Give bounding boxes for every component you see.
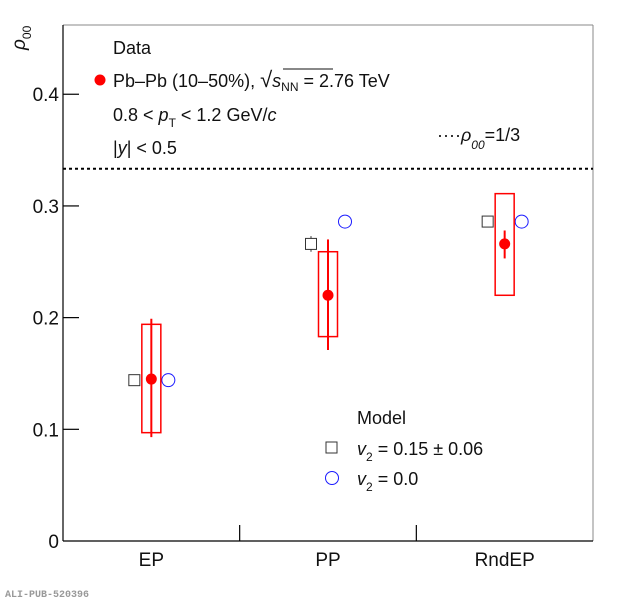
data-legend-marker (94, 74, 106, 86)
model-legend-entry-v2-0: v2 = 0.0 (357, 469, 418, 494)
data-marks (128, 192, 529, 438)
watermark: ALI-PUB-520396 (5, 590, 89, 601)
model-legend-heading: Model (357, 408, 406, 428)
data-point (499, 238, 511, 250)
x-tick-label: RndEP (475, 550, 535, 571)
data-point (322, 289, 334, 301)
x-categories: EP PP RndEP (139, 525, 535, 571)
y-ticks: 0 0.1 0.2 0.3 0.4 (33, 85, 79, 553)
x-tick-label: PP (315, 550, 340, 571)
data-legend-heading: Data (113, 38, 152, 58)
data-legend: Data Pb–Pb (10–50%), √sNN = 2.76 TeV 0.8… (94, 38, 390, 158)
model-square-point (481, 215, 494, 228)
reference-line-label: ····ρ00=1/3 (437, 125, 520, 152)
x-tick-label: EP (139, 550, 164, 571)
y-tick-label: 0.1 (33, 420, 59, 441)
y-tick-label: 0.2 (33, 309, 59, 330)
model-legend-square-marker (325, 441, 338, 454)
model-circle-point (514, 214, 529, 229)
model-legend-entry-v2-015: v2 = 0.15 ± 0.06 (357, 439, 483, 464)
model-square-point (305, 237, 317, 250)
y-tick-label: 0 (48, 532, 59, 553)
model-legend: Model v2 = 0.15 ± 0.06 v2 = 0.0 (325, 408, 483, 494)
data-legend-entry: Pb–Pb (10–50%), √sNN = 2.76 TeV (113, 67, 390, 94)
data-legend-pt-range: 0.8 < pT < 1.2 GeV/c (113, 105, 276, 130)
model-square-point (128, 374, 141, 387)
model-circle-point (161, 373, 176, 388)
y-axis-label: ρ00 (9, 25, 34, 51)
y-tick-label: 0.4 (33, 85, 60, 106)
model-legend-circle-marker (325, 471, 339, 485)
data-legend-rapidity: |y| < 0.5 (113, 138, 177, 158)
model-circle-point (338, 214, 352, 229)
data-systematic-box (494, 192, 515, 297)
y-tick-label: 0.3 (33, 197, 59, 218)
data-point (145, 373, 157, 385)
